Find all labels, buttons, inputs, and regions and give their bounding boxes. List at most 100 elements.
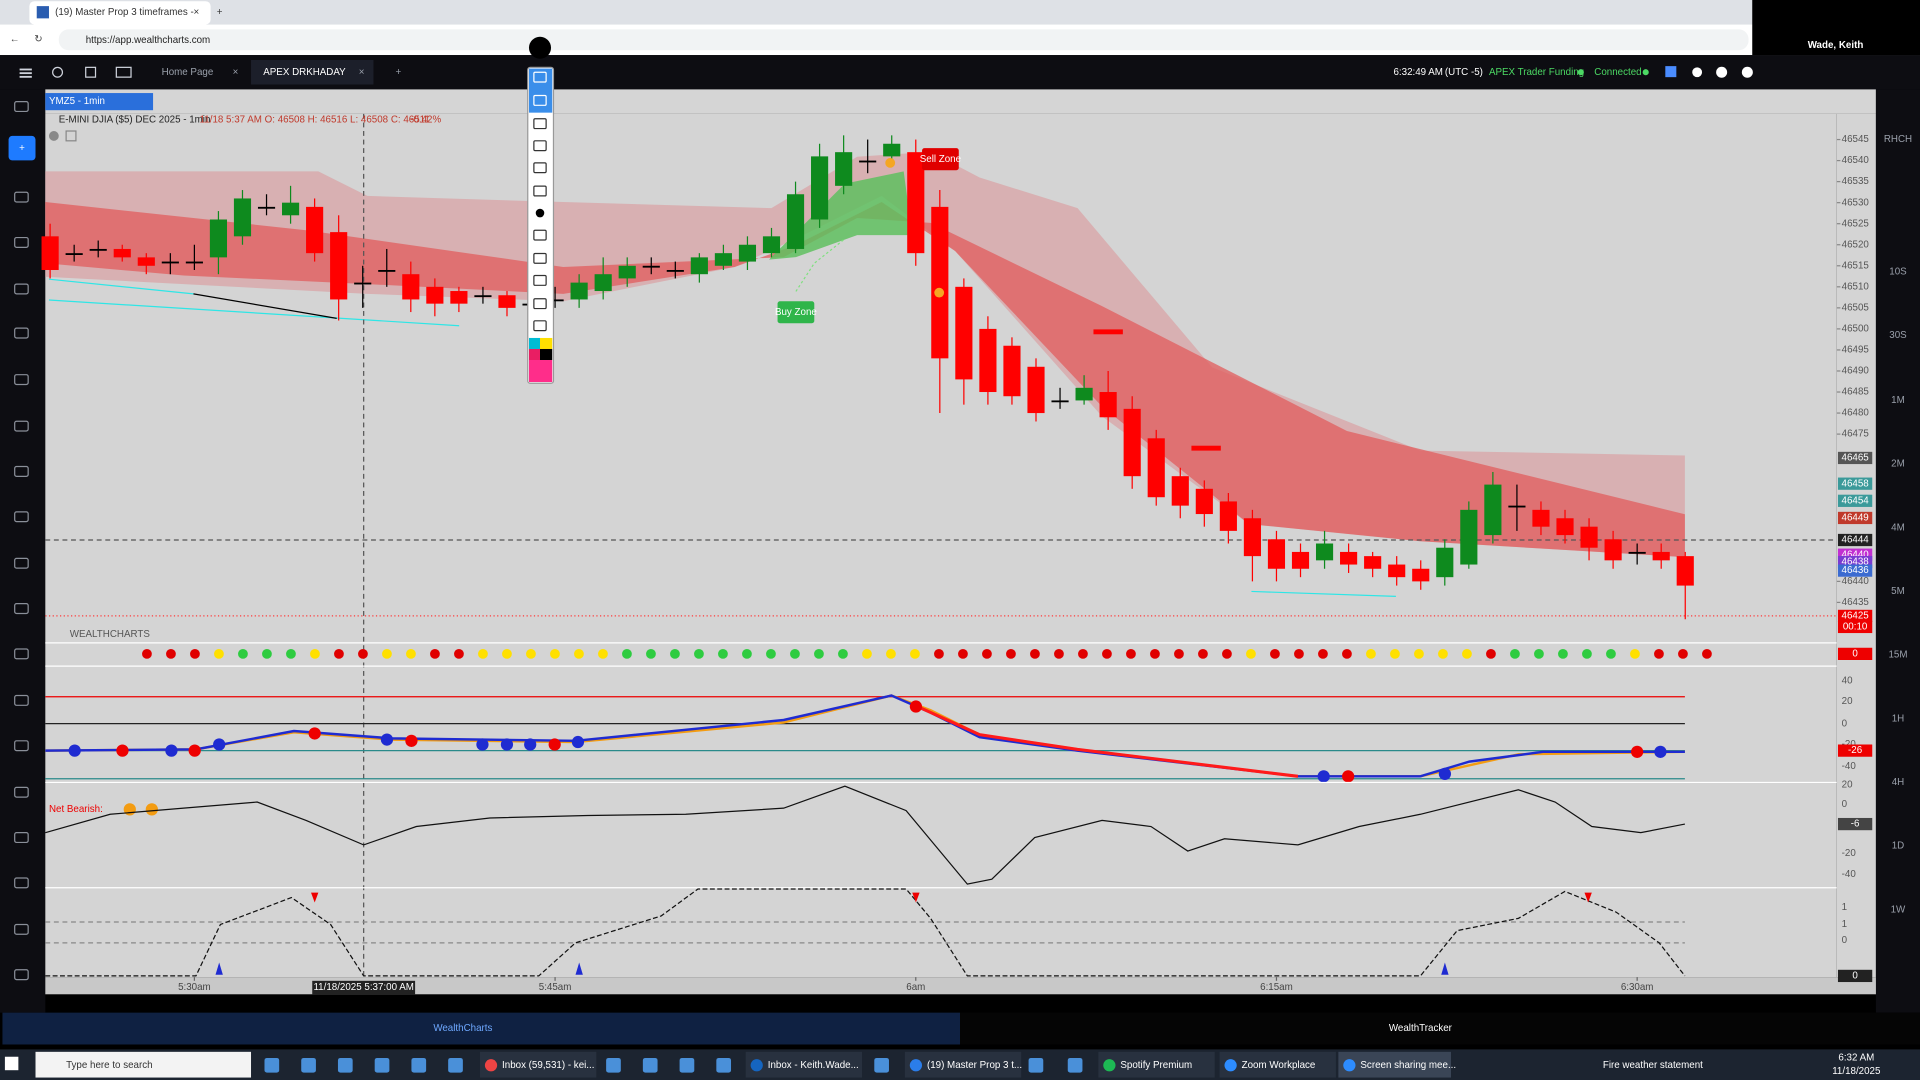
timeframe[interactable]: 1D: [1892, 841, 1905, 852]
search-icon[interactable]: [52, 66, 64, 78]
timeframe[interactable]: 15M: [1888, 650, 1907, 661]
help-icon[interactable]: [1741, 66, 1753, 78]
pinned-app[interactable]: [301, 1057, 316, 1073]
tool-icon[interactable]: [14, 511, 29, 523]
timeframe[interactable]: 1H: [1892, 713, 1905, 724]
tool-icon[interactable]: [533, 252, 547, 264]
pinned-app[interactable]: [337, 1057, 353, 1073]
add-button[interactable]: [8, 135, 36, 161]
tool-icon[interactable]: [533, 94, 547, 106]
timeframe[interactable]: 10S: [1889, 266, 1907, 277]
pinned-app[interactable]: [679, 1057, 695, 1073]
timeframe[interactable]: 4M: [1891, 522, 1905, 533]
active-tab[interactable]: APEX DRKHADAY: [263, 67, 346, 78]
swatch[interactable]: [528, 348, 540, 360]
tool-icon[interactable]: [533, 298, 547, 310]
tool-icon[interactable]: [14, 923, 29, 935]
menu-icon[interactable]: [19, 75, 32, 78]
tool-icon[interactable]: [14, 786, 29, 798]
swatch[interactable]: [528, 360, 553, 383]
tool-icon[interactable]: [14, 603, 29, 615]
timeframe[interactable]: 5M: [1891, 586, 1905, 597]
pinned-app[interactable]: [411, 1057, 427, 1073]
pinned-app[interactable]: [606, 1057, 621, 1073]
signal-dot: [982, 648, 992, 659]
menu-icon[interactable]: [19, 72, 32, 75]
tool-icon[interactable]: [533, 71, 547, 83]
layout-icon[interactable]: [85, 66, 97, 78]
pinned-app[interactable]: [1028, 1057, 1044, 1073]
task-button[interactable]: [480, 1051, 597, 1078]
ai-icon[interactable]: [115, 66, 132, 78]
settings-icon[interactable]: [1716, 66, 1728, 78]
tool-icon[interactable]: [14, 420, 29, 432]
task-button[interactable]: [1219, 1051, 1336, 1078]
pinned-app[interactable]: [264, 1057, 280, 1073]
tool-icon[interactable]: [14, 327, 29, 339]
task-button[interactable]: [1098, 1051, 1215, 1078]
tool-icon[interactable]: [14, 283, 29, 295]
symbol-chip[interactable]: [45, 93, 154, 111]
swatch[interactable]: [540, 337, 553, 349]
timeframe[interactable]: 1M: [1891, 395, 1905, 406]
tool-icon[interactable]: [14, 648, 29, 660]
start-button[interactable]: [4, 1056, 19, 1071]
tool-icon[interactable]: [533, 140, 547, 152]
bell-icon[interactable]: [1692, 67, 1703, 78]
toolbar-active[interactable]: [528, 68, 553, 113]
tool-icon[interactable]: [14, 557, 29, 569]
tool-icon[interactable]: [14, 969, 29, 981]
y-tick-label: 46540: [1842, 155, 1870, 166]
tool-icon[interactable]: [533, 229, 547, 241]
pinned-app[interactable]: [374, 1057, 390, 1073]
tab-close[interactable]: ×: [233, 67, 239, 78]
tool-icon[interactable]: [533, 118, 547, 130]
tool-icon[interactable]: [533, 320, 547, 332]
timeframe[interactable]: 1W: [1891, 904, 1906, 915]
tool-icon[interactable]: [14, 694, 29, 706]
footer-tab[interactable]: [2, 1012, 961, 1045]
tool-icon[interactable]: [14, 191, 29, 203]
pinned-app[interactable]: [448, 1057, 463, 1073]
task-button[interactable]: [904, 1051, 1022, 1078]
reload-button[interactable]: ↻: [34, 34, 42, 45]
tab-close[interactable]: ×: [359, 67, 365, 78]
timeframe[interactable]: RHCH: [1884, 134, 1912, 145]
tool-icon[interactable]: [14, 465, 29, 477]
task-button[interactable]: [1338, 1051, 1452, 1078]
pinned-app[interactable]: [642, 1057, 658, 1073]
tool-icon[interactable]: [14, 374, 29, 386]
pane-icon[interactable]: [65, 130, 77, 142]
pinned-app[interactable]: [716, 1057, 732, 1073]
tool-icon[interactable]: [533, 274, 547, 286]
tool-icon[interactable]: [14, 832, 29, 844]
tool-icon[interactable]: [533, 185, 547, 197]
pane-icon[interactable]: [48, 131, 59, 141]
search-box[interactable]: [35, 1051, 252, 1078]
tool-icon[interactable]: [14, 740, 29, 752]
new-tab[interactable]: +: [217, 7, 223, 18]
pinned-app[interactable]: [874, 1057, 889, 1073]
home-tab[interactable]: Home Page: [162, 67, 214, 78]
task-button[interactable]: [745, 1051, 863, 1078]
swatch[interactable]: [528, 337, 540, 349]
tool-icon[interactable]: [533, 162, 547, 174]
swatch[interactable]: [540, 348, 553, 360]
tool-icon[interactable]: [14, 877, 29, 889]
save-icon[interactable]: [1665, 66, 1677, 78]
footer-tab[interactable]: [960, 1012, 1920, 1045]
add-tab[interactable]: +: [396, 67, 402, 78]
browser-tab[interactable]: [29, 1, 211, 25]
url-field[interactable]: [58, 29, 1749, 51]
tool-icon[interactable]: [14, 236, 29, 248]
timeframe[interactable]: 2M: [1891, 459, 1905, 470]
back-button[interactable]: ←: [10, 34, 20, 45]
timeframe[interactable]: 4H: [1892, 777, 1905, 788]
pinned-app[interactable]: [1067, 1057, 1083, 1073]
menu-icon[interactable]: [19, 68, 32, 71]
tool-icon[interactable]: [14, 101, 29, 113]
tab-close[interactable]: ×: [193, 7, 199, 18]
tool-icon[interactable]: [535, 208, 545, 218]
toolbar-pin[interactable]: [528, 36, 552, 59]
timeframe[interactable]: 30S: [1889, 330, 1907, 341]
